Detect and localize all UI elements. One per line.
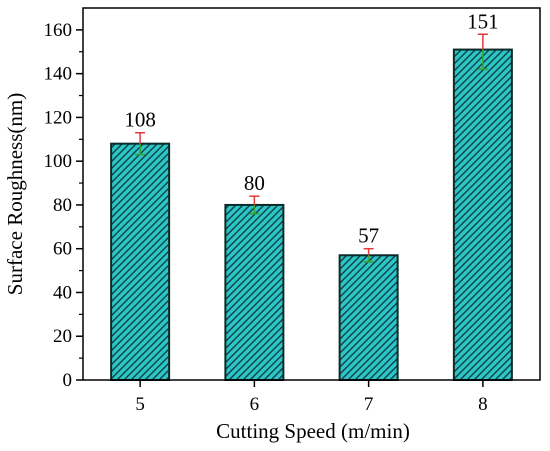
data-label-7: 57 [358,224,379,248]
y-tick-label-160: 160 [44,20,73,41]
error-bar-7 [363,247,374,263]
y-tick-label-140: 140 [44,64,73,85]
error-bar-6 [249,195,260,215]
bar-5 [110,142,171,381]
data-label-5: 108 [124,108,156,132]
y-tick-label-40: 40 [53,282,72,303]
y-tick-label-20: 20 [53,326,72,347]
x-tick-label-7: 7 [364,394,374,415]
bar-7 [338,254,399,381]
error-bar-5 [135,131,146,156]
y-tick-label-100: 100 [44,151,73,172]
x-tick-label-6: 6 [250,394,260,415]
bar-6 [224,203,285,381]
plot-frame [82,7,541,381]
y-axis-title: Surface Roughness(nm) [3,93,27,295]
y-tick-label-60: 60 [53,239,72,260]
data-label-8: 151 [467,9,499,33]
error-bar-8 [477,33,488,71]
bar-8 [452,48,513,381]
y-tick-label-120: 120 [44,107,73,128]
x-tick-label-5: 5 [135,394,145,415]
y-tick-label-0: 0 [63,370,73,391]
x-axis-title: Cutting Speed (m/min) [216,419,410,443]
y-tick-label-80: 80 [53,195,72,216]
x-tick-label-8: 8 [478,394,488,415]
data-label-6: 80 [244,171,265,195]
